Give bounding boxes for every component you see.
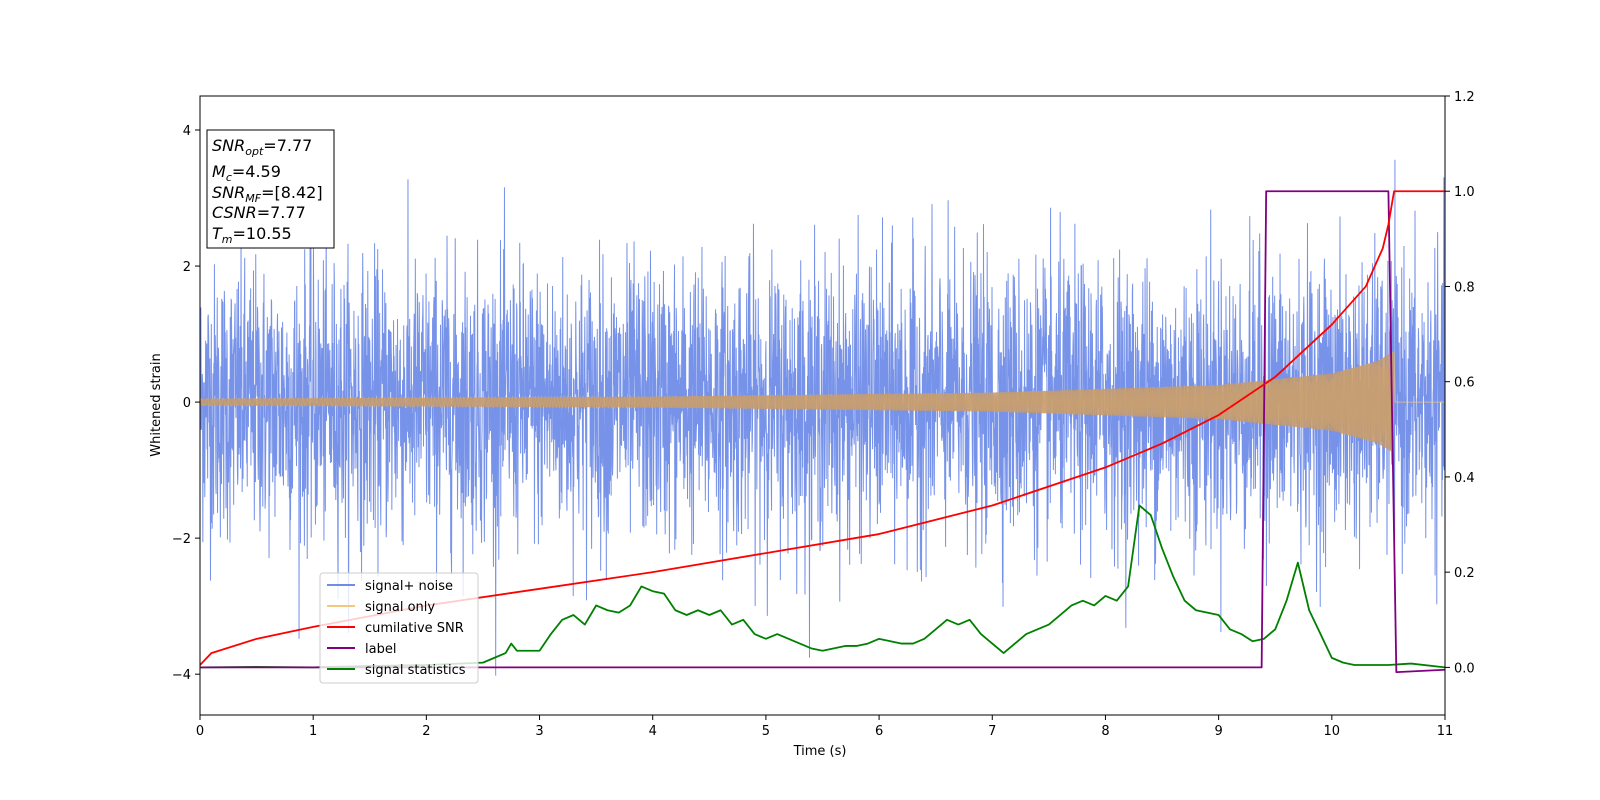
x-tick-label: 1 <box>309 724 317 739</box>
x-tick-label: 9 <box>1214 724 1222 739</box>
series-label-line <box>200 190 1445 674</box>
info-tm: Tm=10.55 <box>212 224 292 246</box>
series-signal-only-band <box>200 351 1395 454</box>
y-tick-label: 2 <box>183 260 191 275</box>
info-snr-opt: SNRopt=7.77 <box>212 136 312 158</box>
x-tick-label: 10 <box>1324 724 1341 739</box>
y2-tick-label: 0.8 <box>1454 280 1475 295</box>
y2-tick-label: 0.2 <box>1454 566 1475 581</box>
y-tick-label: 4 <box>183 124 191 139</box>
y-tick-label: 0 <box>183 396 191 411</box>
info-csnr-value: 7.77 <box>270 203 306 222</box>
info-box: SNRopt=7.77 Mc=4.59 SNRMF=[8.42] CSNR=7.… <box>206 129 335 249</box>
info-snr-mf: SNRMF=[8.42] <box>212 183 323 205</box>
info-snr-mf-value: [8.42] <box>274 183 322 202</box>
plot-frame <box>199 95 1446 716</box>
series-signal-statistics-line <box>200 504 1445 669</box>
legend-frame <box>319 572 479 684</box>
x-tick-label: 7 <box>988 724 996 739</box>
x-tick-label: 2 <box>422 724 430 739</box>
y-axis-label: Whitened strain <box>149 353 164 456</box>
x-tick-label: 4 <box>649 724 657 739</box>
info-snr-opt-value: 7.77 <box>277 136 313 155</box>
legend-label: label <box>365 642 396 657</box>
x-tick-label: 3 <box>535 724 543 739</box>
legend: signal+ noise signal only cumilative SNR la… <box>319 572 479 684</box>
y2-tick-label: 0.6 <box>1454 376 1475 391</box>
legend-label: signal statistics <box>365 663 466 678</box>
y-tick-label: −4 <box>172 668 191 683</box>
axis-ticks: 0 1 2 3 4 5 6 7 8 9 10 11 −4 −2 0 2 4 0.0 0.2 0.4 0.6 0.8 1.0 1… <box>172 90 1475 739</box>
x-tick-label: 11 <box>1437 724 1454 739</box>
info-mc-value: 4.59 <box>245 162 281 181</box>
x-tick-label: 6 <box>875 724 883 739</box>
legend-label: cumilative SNR <box>365 621 464 636</box>
x-tick-label: 0 <box>196 724 204 739</box>
y2-tick-label: 1.2 <box>1454 90 1475 105</box>
x-tick-label: 8 <box>1101 724 1109 739</box>
plot-data-layer <box>200 159 1445 676</box>
legend-label: signal only <box>365 600 435 615</box>
y-tick-label: −2 <box>172 532 191 547</box>
y2-tick-label: 0.4 <box>1454 471 1475 486</box>
y2-tick-label: 1.0 <box>1454 185 1475 200</box>
info-box-frame <box>206 129 335 249</box>
x-tick-label: 5 <box>762 724 770 739</box>
legend-label: signal+ noise <box>365 579 453 594</box>
info-mc: Mc=4.59 <box>212 162 281 184</box>
info-csnr: CSNR=7.77 <box>212 203 306 222</box>
info-tm-value: 10.55 <box>246 224 292 243</box>
y2-tick-label: 0.0 <box>1454 661 1475 676</box>
x-axis-label: Time (s) <box>793 744 847 759</box>
